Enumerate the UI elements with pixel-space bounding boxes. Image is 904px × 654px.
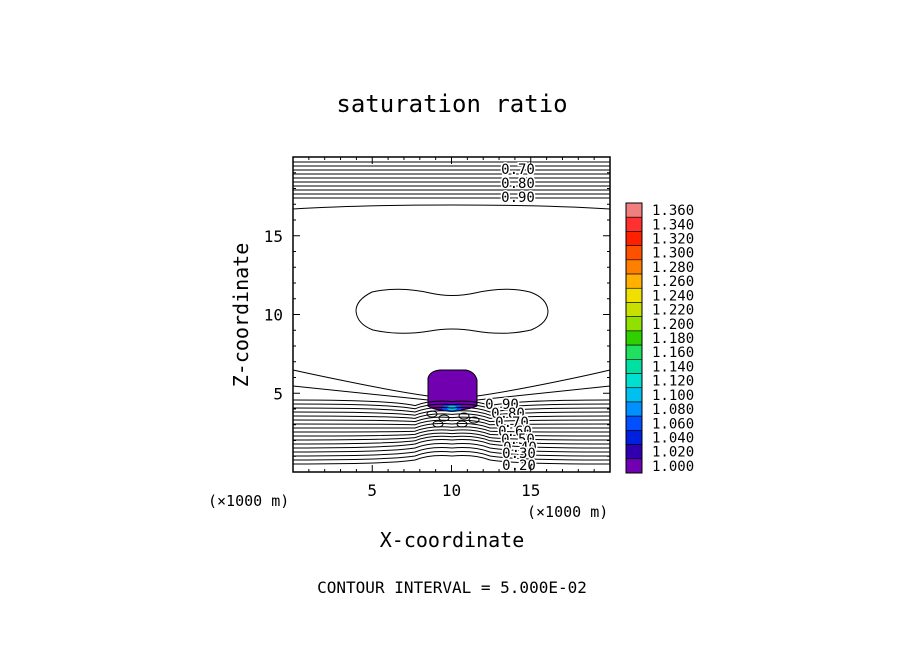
colorbar-label: 1.040: [652, 430, 694, 446]
contour-small-loop: [456, 420, 468, 428]
contour-line: [292, 416, 611, 423]
colorbar-swatch: [625, 245, 643, 261]
contour-line: [292, 410, 611, 416]
contour-line: [292, 429, 611, 437]
colorbar-swatch: [625, 430, 643, 445]
contour-line: [292, 447, 611, 457]
contour-label: 0.60: [498, 424, 532, 440]
contour-line: [292, 435, 611, 445]
contour-line: [293, 423, 610, 429]
colorbar-swatch: [625, 444, 643, 460]
contour-small-loop: [458, 412, 470, 420]
x-tick-label: 5: [367, 481, 377, 500]
contour-label: 0.30: [502, 446, 536, 462]
colorbar-frame: [625, 202, 643, 474]
supersaturation-core: [427, 369, 478, 411]
colorbar-swatch: [625, 259, 643, 275]
colorbar-swatch: [625, 287, 643, 303]
y-tick-label: 10: [264, 306, 283, 325]
x-tick-label: 15: [521, 481, 540, 500]
colorbar-label: 1.140: [652, 359, 694, 375]
contour-line: [292, 407, 611, 413]
contour-label: 0.40: [503, 440, 537, 456]
contour-interval-note: CONTOUR INTERVAL = 5.000E-02: [317, 578, 587, 597]
colorbar-label: 1.000: [652, 459, 694, 475]
colorbar: 1.3601.3401.3201.3001.2801.2601.2401.220…: [625, 202, 694, 475]
colorbar-swatch: [625, 373, 643, 389]
contour-line: [292, 432, 611, 441]
colorbar-swatch: [625, 415, 643, 431]
contour-line: [292, 419, 611, 426]
contour-line: [292, 385, 611, 401]
colorbar-swatch: [625, 359, 643, 374]
contour-line: [292, 455, 611, 465]
contour-label: 0.70: [495, 415, 529, 431]
contour-label: 0.90: [485, 397, 519, 413]
contour-small-loop: [468, 416, 480, 424]
colorbar-swatch: [625, 216, 643, 232]
supersaturation-fill: [427, 369, 478, 412]
contour-line: [292, 443, 611, 453]
contour-label: 0.20: [502, 458, 536, 474]
colorbar-swatch: [625, 387, 643, 403]
contour-line: [292, 204, 611, 210]
colorbar-label: 1.280: [652, 260, 694, 276]
x-unit-label-left: (×1000 m): [208, 492, 289, 510]
contour-line: [292, 369, 611, 397]
x-unit-label-right: (×1000 m): [527, 503, 608, 521]
colorbar-swatch: [625, 316, 643, 332]
contour-labels: 0.700.800.900.900.800.700.600.500.400.30…: [484, 161, 539, 476]
y-tick-label: 5: [273, 384, 283, 403]
contour-line: [292, 399, 611, 407]
colorbar-label: 1.020: [652, 445, 694, 461]
colorbar-swatch: [625, 330, 643, 346]
colorbar-label: 1.060: [652, 416, 694, 432]
contour-label: 0.80: [501, 176, 535, 192]
colorbar-label: 1.160: [652, 345, 694, 361]
colorbar-label: 1.220: [652, 303, 694, 319]
x-axis-label: X-coordinate: [380, 528, 525, 552]
colorbar-swatch: [625, 202, 643, 218]
contour-label: 0.50: [501, 432, 535, 448]
contour-line: [292, 451, 611, 461]
colorbar-swatch: [625, 273, 643, 289]
plot-frame: [292, 156, 611, 473]
contour-label: 0.70: [501, 162, 535, 178]
y-axis-label: Z-coordinate: [229, 243, 253, 388]
colorbar-label: 1.080: [652, 402, 694, 418]
contour-line: [292, 403, 611, 410]
colorbar-label: 1.340: [652, 217, 694, 233]
colorbar-swatch: [625, 401, 643, 417]
colorbar-swatch: [625, 458, 643, 474]
chart-title: saturation ratio: [336, 90, 567, 118]
contour-small-loop: [426, 410, 438, 418]
colorbar-label: 1.100: [652, 388, 694, 404]
colorbar-swatch: [625, 344, 643, 360]
tick-labels: 5 10 15 5 10 15: [264, 227, 541, 500]
y-tick-label: 15: [264, 227, 283, 246]
contour-line: [292, 413, 611, 419]
colorbar-label: 1.120: [652, 374, 694, 390]
contour-small-loop: [438, 414, 450, 422]
x-tick-label: 10: [442, 481, 461, 500]
axis-ticks: [293, 157, 610, 472]
colorbar-label: 1.200: [652, 317, 694, 333]
colorbar-label: 1.320: [652, 232, 694, 248]
contour-small-loop: [432, 420, 444, 428]
contour-lines: [292, 161, 611, 465]
colorbar-label: 1.180: [652, 331, 694, 347]
contour-loop: [355, 288, 549, 334]
contour-label: 0.80: [491, 406, 525, 422]
contour-line: [292, 426, 611, 433]
colorbar-label: 1.360: [652, 203, 694, 219]
colorbar-label: 1.260: [652, 274, 694, 290]
colorbar-label: 1.300: [652, 246, 694, 262]
contour-label: 0.90: [501, 190, 535, 206]
colorbar-swatch: [625, 302, 643, 317]
colorbar-swatch: [625, 231, 643, 246]
contour-line: [292, 439, 611, 449]
colorbar-label: 1.240: [652, 288, 694, 304]
